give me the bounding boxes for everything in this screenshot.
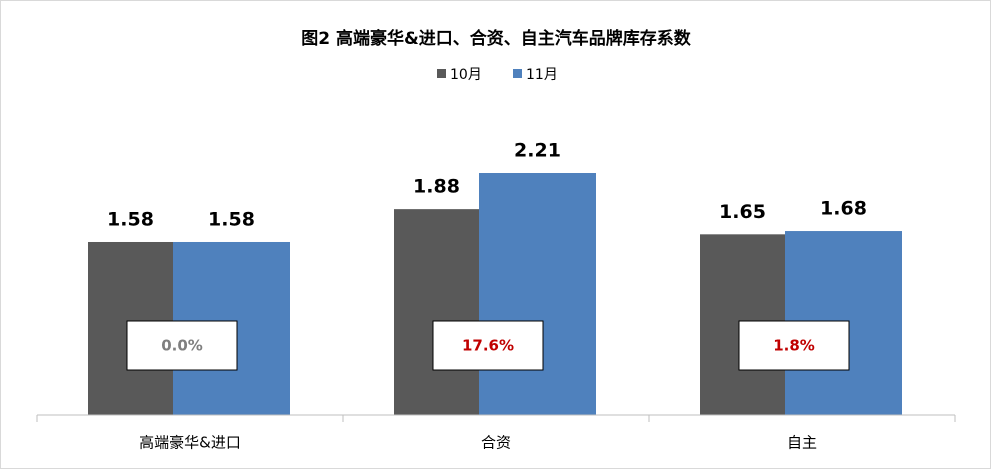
data-label: 1.88 xyxy=(413,176,460,198)
x-tick-label: 自主 xyxy=(787,434,817,452)
annotation-box xyxy=(432,320,544,371)
annotation: 17.6% xyxy=(462,337,514,355)
data-label: 1.65 xyxy=(719,201,766,223)
annotation: 1.8% xyxy=(773,337,815,355)
legend-swatch xyxy=(437,69,446,78)
data-label: 1.58 xyxy=(107,208,154,230)
annotation-box xyxy=(738,320,850,371)
data-label: 2.21 xyxy=(514,140,561,162)
annotation: 0.0% xyxy=(161,337,203,355)
bar xyxy=(479,173,596,415)
data-label: 1.58 xyxy=(208,208,255,230)
bar xyxy=(394,209,479,415)
chart-title: 图2 高端豪华&进口、合资、自主汽车品牌库存系数 xyxy=(301,28,692,49)
annotation-box xyxy=(126,320,238,371)
legend-label: 11月 xyxy=(526,67,558,83)
x-tick-label: 高端豪华&进口 xyxy=(139,434,241,452)
data-label: 1.68 xyxy=(820,198,867,220)
x-tick-label: 合资 xyxy=(481,434,511,452)
legend-label: 10月 xyxy=(450,67,482,83)
legend-swatch xyxy=(513,69,522,78)
